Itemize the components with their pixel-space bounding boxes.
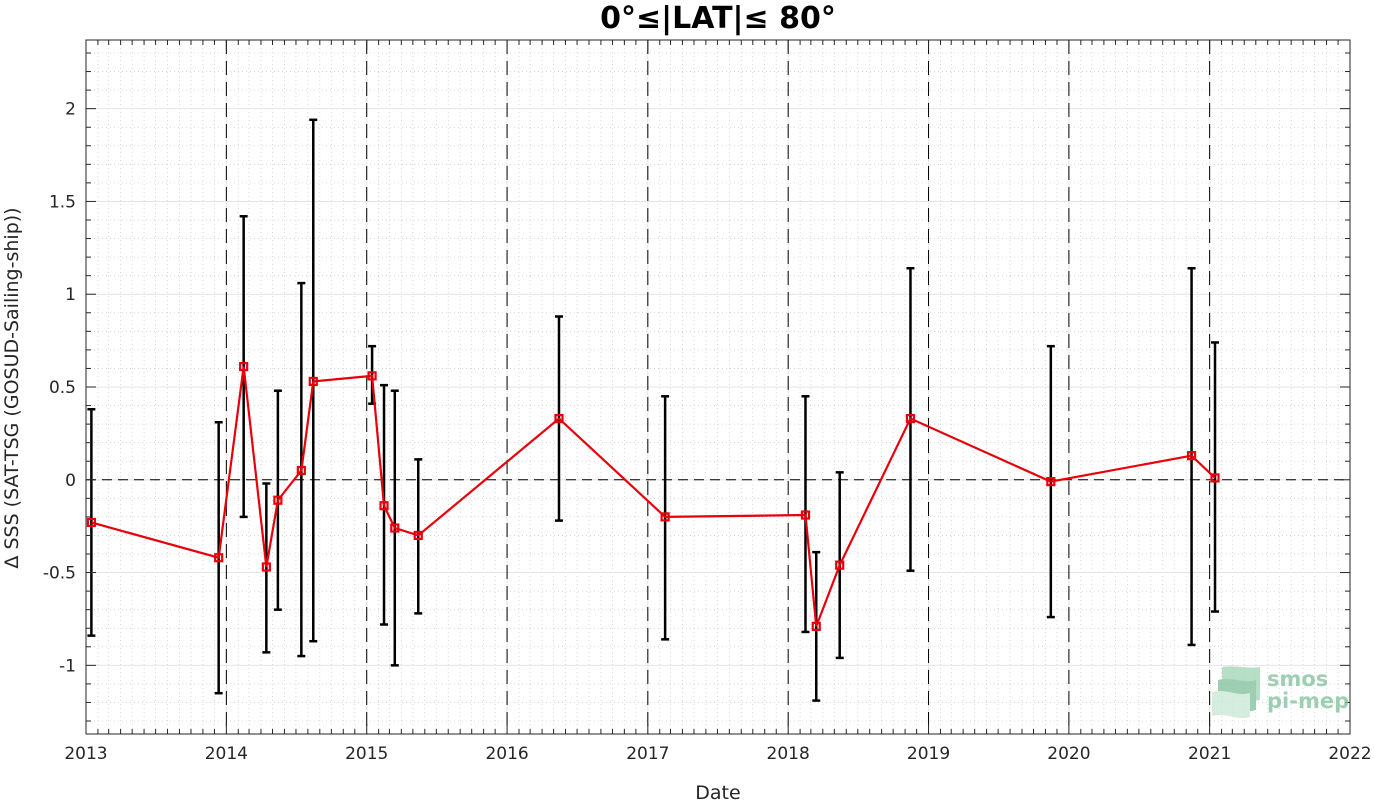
data-point-marker [296,465,306,476]
logo-pimep-text: pi-mep [1267,689,1349,713]
logo-smos-text: smos [1267,667,1328,691]
data-point-marker [905,413,916,424]
x-tick-label: 2016 [485,744,528,764]
y-tick-label: 2 [65,100,76,120]
year-boundary-lines [225,40,1211,734]
y-axis-label: Δ SSS (SAT-TSG (GOSUD-Sailing-ship)) [1,207,23,568]
data-point-marker [835,560,845,570]
data-point-marker [800,510,811,520]
x-tick-label: 2019 [907,744,950,764]
wave-icon [1212,666,1260,719]
data-point-marker [811,621,821,631]
data-markers [86,361,1220,631]
x-tick-label: 2015 [345,744,388,764]
x-tick-label: 2020 [1047,744,1090,764]
x-tick-label: 2017 [626,744,669,764]
x-tick-label: 2022 [1328,744,1371,764]
y-tick-label: 0 [65,471,76,491]
data-point-marker [1046,477,1056,487]
data-point-marker [239,361,249,372]
y-tick-label: -0.5 [43,564,76,584]
data-point-marker [660,512,670,522]
chart-title: 0°≤|LAT|≤ 80° [600,1,836,36]
x-tick-label: 2021 [1188,744,1231,764]
minor-grid [86,40,1350,734]
x-tick-labels: 2013 2014 2015 2016 2017 2018 2019 2020 2021 2022 [64,744,1371,764]
x-tick-label: 2013 [64,744,107,764]
data-point-marker [413,530,423,541]
data-point-marker [261,562,271,572]
data-point-marker [308,376,318,387]
y-tick-label: 1 [65,285,76,305]
x-axis-label: Date [695,782,740,801]
data-point-marker [273,495,283,505]
axis-ticks [85,40,1351,734]
data-point-marker [554,413,564,424]
x-tick-label: 2014 [205,744,248,764]
y-tick-label: 1.5 [49,192,76,212]
y-tick-label: -1 [59,656,76,676]
data-point-marker [390,523,400,533]
data-point-marker [1210,473,1220,483]
y-tick-labels: -1 -0.5 0 0.5 1 1.5 2 [43,100,76,677]
series-line [91,366,1216,627]
smos-pi-mep-logo: smos pi-mep [1212,666,1349,719]
data-point-marker [1186,451,1197,461]
error-bar [262,482,271,654]
x-tick-label: 2018 [767,744,810,764]
data-point-marker [86,517,96,528]
y-tick-label: 0.5 [49,378,76,398]
data-point-marker [379,501,389,511]
data-point-marker [214,553,224,563]
data-point-marker [367,371,377,381]
